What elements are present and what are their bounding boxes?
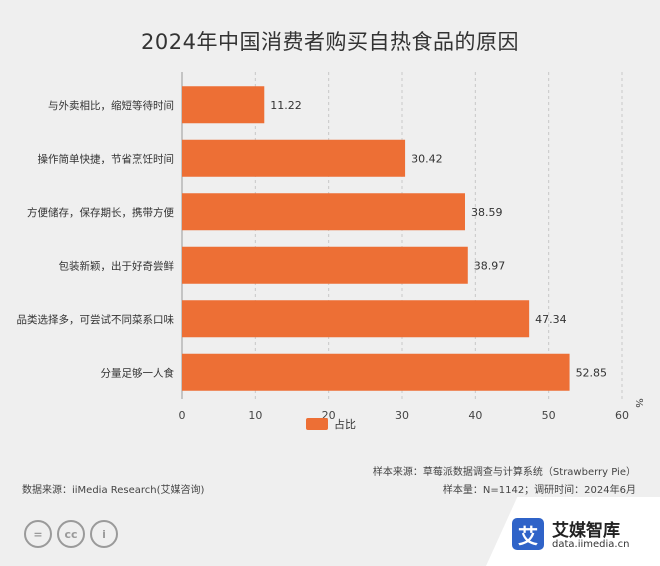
bar [182,86,265,124]
category-label: 与外卖相比，缩短等待时间 [48,99,174,112]
legend-label: 占比 [334,418,356,431]
data-source: 数据来源：iiMedia Research(艾媒咨询) [22,485,205,496]
data-label: 30.42 [411,152,443,165]
brand-url[interactable]: data.iimedia.cn [552,539,630,550]
data-label: 38.59 [471,206,503,219]
legend: 占比 [306,416,356,432]
data-label: 11.22 [270,99,302,112]
category-label: 分量足够一人食 [101,366,175,379]
cc-by-icon: i [90,520,118,548]
x-tick-label: 30 [395,409,409,422]
license-icons: = cc i [24,520,118,548]
bar [182,139,406,177]
x-unit-label: % [633,398,644,408]
bar [182,353,570,391]
category-label: 品类选择多，可尝试不同菜系口味 [17,313,175,326]
category-label: 操作简单快捷，节省烹饪时间 [38,152,175,165]
data-label: 38.97 [474,259,506,272]
data-label: 52.85 [576,366,608,379]
legend-swatch [306,418,328,430]
sample-info: 样本量：N=1142；调研时间：2024年6月 [442,485,636,496]
sample-source: 样本来源：草莓派数据调查与计算系统（Strawberry Pie） [372,467,636,478]
cc-icon: cc [57,520,85,548]
data-label: 47.34 [535,313,567,326]
iimedia-logo-icon: 艾 [512,518,544,550]
x-tick-label: 0 [179,409,186,422]
bar [182,246,468,284]
x-tick-label: 50 [542,409,556,422]
chart-title: 2024年中国消费者购买自热食品的原因 [141,30,519,54]
x-tick-label: 10 [248,409,262,422]
x-tick-label: 40 [468,409,482,422]
brand-name: 艾媒智库 [552,521,620,541]
bar [182,193,465,231]
category-label: 包装新颖，出于好奇尝鲜 [59,259,175,272]
cc-nd-icon: = [24,520,52,548]
bar [182,300,530,338]
x-tick-label: 60 [615,409,629,422]
category-label: 方便储存，保存期长，携带方便 [27,206,174,219]
bar-chart: 11.22 与外卖相比，缩短等待时间 30.42 操作简单快捷，节省烹饪时间 38.59… [17,72,644,422]
